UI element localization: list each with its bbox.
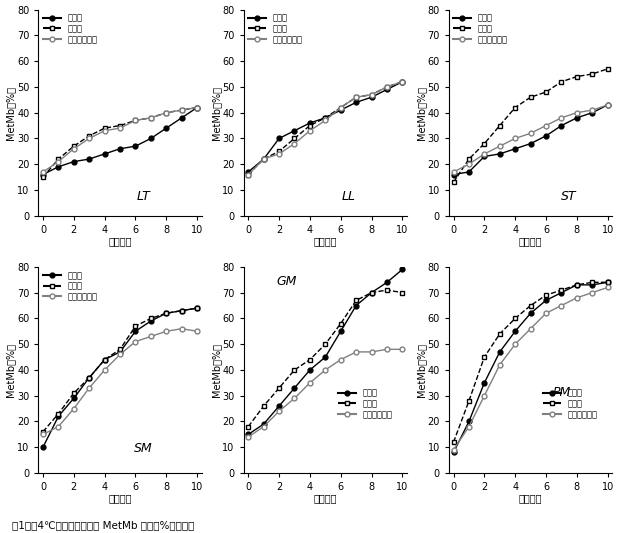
Y-axis label: MetMb（%）: MetMb（%） — [211, 86, 221, 140]
X-axis label: 展示日数: 展示日数 — [108, 494, 132, 504]
Y-axis label: MetMb（%）: MetMb（%） — [416, 86, 426, 140]
Text: LL: LL — [342, 190, 355, 203]
Text: 図1．　4℃・蛍光灯下での MetMb 割合（%）の変動: 図1． 4℃・蛍光灯下での MetMb 割合（%）の変動 — [12, 520, 195, 530]
Text: ST: ST — [561, 190, 577, 203]
X-axis label: 展示日数: 展示日数 — [519, 236, 542, 246]
Text: GM: GM — [277, 275, 297, 288]
Legend: 舎飼区, 放牧区, 放牧＋補給区: 舎飼区, 放牧区, 放牧＋補給区 — [453, 14, 508, 44]
X-axis label: 展示日数: 展示日数 — [314, 494, 337, 504]
X-axis label: 展示日数: 展示日数 — [519, 494, 542, 504]
Text: PM: PM — [552, 386, 570, 399]
Legend: 舎飼区, 放牧区, 放牧＋補給区: 舎飼区, 放牧区, 放牧＋補給区 — [248, 14, 303, 44]
X-axis label: 展示日数: 展示日数 — [314, 236, 337, 246]
Text: LT: LT — [136, 190, 150, 203]
Legend: 舎飼区, 放牧区, 放牧＋補給区: 舎飼区, 放牧区, 放牧＋補給区 — [43, 14, 97, 44]
X-axis label: 展示日数: 展示日数 — [108, 236, 132, 246]
Y-axis label: MetMb（%）: MetMb（%） — [6, 343, 16, 397]
Y-axis label: MetMb（%）: MetMb（%） — [6, 86, 16, 140]
Legend: 舎飼区, 放牧区, 放牧＋補給区: 舎飼区, 放牧区, 放牧＋補給区 — [338, 389, 392, 419]
Y-axis label: MetMb（%）: MetMb（%） — [211, 343, 221, 397]
Text: SM: SM — [134, 442, 153, 455]
Legend: 舎飼区, 放牧区, 放牧＋補給区: 舎飼区, 放牧区, 放牧＋補給区 — [543, 389, 598, 419]
Y-axis label: MetMb（%）: MetMb（%） — [416, 343, 426, 397]
Legend: 舎飼区, 放牧区, 放牧＋補給区: 舎飼区, 放牧区, 放牧＋補給区 — [43, 271, 97, 301]
